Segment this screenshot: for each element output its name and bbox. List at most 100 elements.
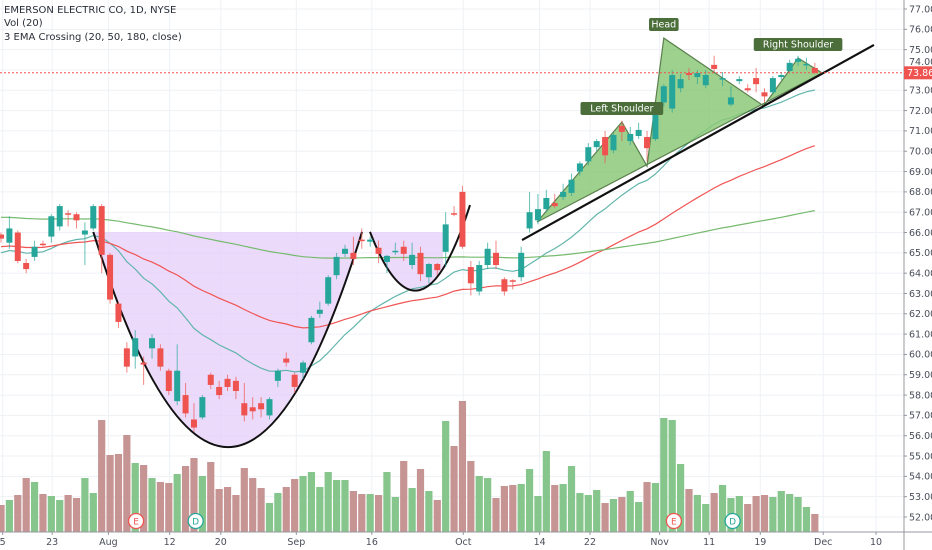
candle-body bbox=[803, 63, 810, 66]
volume-bar bbox=[72, 498, 81, 532]
candle bbox=[199, 395, 206, 420]
candle-body bbox=[249, 407, 256, 412]
candle-body bbox=[341, 248, 348, 254]
event-marker-earnings[interactable]: E bbox=[665, 512, 683, 530]
volume-bar bbox=[601, 503, 609, 532]
candle bbox=[425, 263, 432, 284]
candle-body bbox=[534, 209, 541, 221]
neckline bbox=[521, 44, 875, 242]
candle bbox=[509, 279, 516, 290]
candle-body bbox=[417, 252, 424, 275]
candle-body bbox=[325, 277, 332, 304]
candle-body bbox=[23, 263, 30, 270]
candle bbox=[560, 183, 567, 201]
volume-bar bbox=[467, 461, 475, 532]
candle-body bbox=[744, 88, 751, 91]
candle-body bbox=[753, 78, 760, 85]
cup-fill-group bbox=[93, 231, 444, 447]
candle-body bbox=[409, 254, 416, 266]
candle bbox=[325, 275, 332, 306]
event-label: D bbox=[729, 518, 736, 528]
candle bbox=[778, 71, 785, 81]
event-label: E bbox=[671, 518, 677, 528]
candle-body bbox=[207, 374, 214, 385]
candle bbox=[417, 246, 424, 282]
candle-body bbox=[518, 252, 525, 278]
candle-body bbox=[216, 386, 223, 396]
volume-bar bbox=[458, 401, 467, 532]
candle-body bbox=[333, 256, 340, 276]
candle-body bbox=[551, 203, 558, 207]
candle bbox=[31, 240, 38, 261]
candle bbox=[350, 236, 357, 266]
volume-bar bbox=[626, 491, 634, 532]
candle-body bbox=[383, 255, 390, 262]
x-tick-label: 14 bbox=[534, 537, 546, 548]
volume-bar bbox=[5, 500, 13, 532]
volume-bar bbox=[584, 495, 592, 532]
candle bbox=[23, 258, 30, 274]
volume-bar bbox=[114, 454, 123, 532]
candle-body bbox=[442, 224, 449, 252]
candle bbox=[795, 55, 802, 66]
legend-volume[interactable]: Vol (20) bbox=[4, 18, 43, 30]
event-marker-dividend[interactable]: D bbox=[724, 512, 741, 530]
y-tick-label: 52.00 bbox=[909, 512, 932, 523]
y-tick-label: 64.00 bbox=[909, 268, 932, 279]
volume-bar bbox=[190, 458, 198, 532]
candle bbox=[224, 374, 231, 392]
candle-body bbox=[769, 78, 776, 93]
candle bbox=[467, 260, 474, 296]
x-tick-label: 19 bbox=[754, 537, 766, 548]
candle-body bbox=[434, 264, 441, 271]
candle-body bbox=[65, 213, 72, 215]
volume-bar bbox=[484, 478, 492, 532]
candle bbox=[140, 356, 147, 385]
candle bbox=[308, 315, 315, 345]
candle bbox=[274, 368, 281, 387]
candle-body bbox=[316, 309, 323, 314]
pattern-label: Right Shoulder bbox=[763, 39, 833, 50]
candle-body bbox=[165, 370, 172, 392]
candle bbox=[190, 403, 197, 432]
last-price-label: 73.86 bbox=[907, 68, 932, 79]
pattern-label-bg bbox=[580, 101, 664, 115]
candle-body bbox=[283, 358, 290, 363]
volume-bar bbox=[769, 497, 777, 532]
candle-body bbox=[232, 380, 239, 392]
candle-body bbox=[635, 129, 642, 136]
candle-body bbox=[132, 338, 139, 357]
candle bbox=[484, 242, 491, 270]
x-tick-label: 20 bbox=[215, 537, 227, 548]
candle bbox=[618, 120, 625, 142]
candle bbox=[518, 246, 525, 282]
volume-bar bbox=[165, 483, 173, 532]
handle-curve bbox=[369, 204, 471, 292]
candle bbox=[149, 334, 156, 359]
candle-body bbox=[568, 179, 575, 193]
event-marker-earnings[interactable]: E bbox=[127, 512, 145, 530]
volume-bar bbox=[140, 465, 148, 532]
candle-body bbox=[350, 252, 357, 259]
candle bbox=[232, 376, 239, 400]
volume-bar bbox=[693, 495, 701, 532]
legend-symbol[interactable]: EMERSON ELECTRIC CO, 1D, NYSE bbox=[4, 5, 177, 16]
candle bbox=[98, 204, 105, 274]
candle bbox=[358, 228, 365, 249]
cup-curve bbox=[92, 231, 363, 448]
volume-bar bbox=[811, 514, 819, 532]
candle-body bbox=[702, 75, 709, 86]
y-tick-label: 62.00 bbox=[909, 309, 932, 320]
candle bbox=[107, 252, 114, 304]
volume-bar bbox=[89, 493, 97, 532]
legend-ema[interactable]: 3 EMA Crossing (20, 50, 180, close) bbox=[4, 31, 182, 43]
event-marker-dividend[interactable]: D bbox=[187, 512, 204, 530]
volume-bar bbox=[299, 476, 307, 532]
volume-bar bbox=[215, 489, 223, 532]
candle bbox=[660, 84, 667, 107]
candle bbox=[593, 139, 600, 152]
volume-bar bbox=[333, 480, 341, 532]
candle bbox=[165, 368, 172, 396]
